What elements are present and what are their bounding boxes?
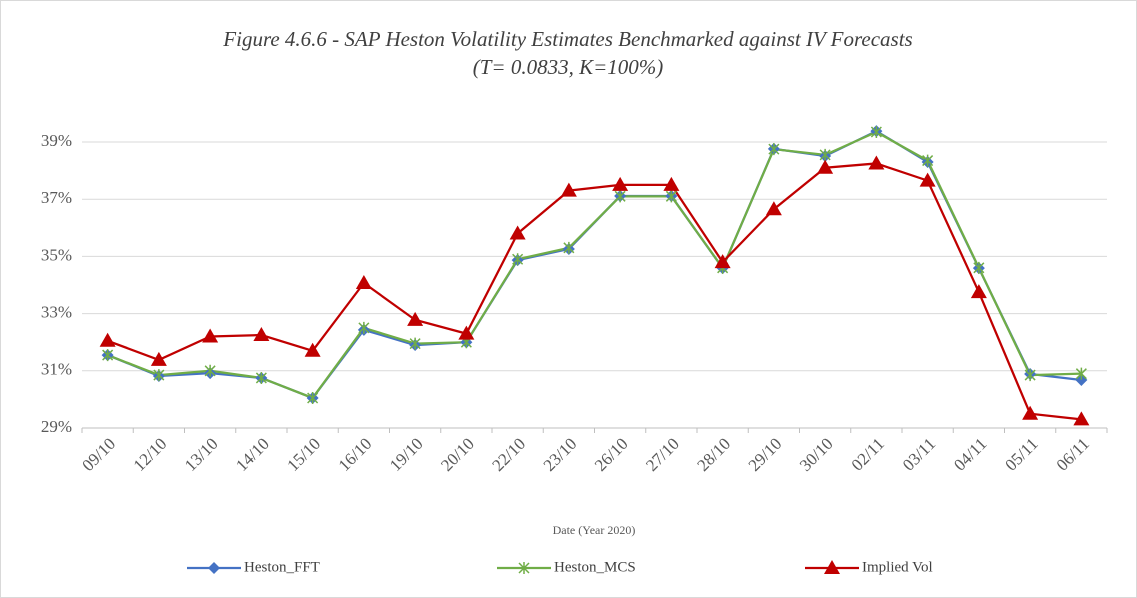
y-tick-label: 35%: [41, 245, 72, 264]
data-point: [1075, 367, 1087, 380]
legend-label: Implied Vol: [862, 559, 933, 575]
y-tick-label: 37%: [41, 188, 72, 207]
data-point: [922, 154, 934, 167]
y-tick-label: 29%: [41, 417, 72, 436]
data-point: [358, 321, 370, 334]
data-point: [919, 172, 936, 187]
chart-subtitle: (T= 0.0833, K=100%): [473, 55, 664, 79]
data-point: [870, 125, 882, 138]
legend-marker: [208, 562, 220, 574]
data-point: [102, 349, 114, 362]
data-point: [253, 327, 270, 342]
data-point: [458, 325, 475, 340]
data-point: [255, 371, 267, 384]
data-point: [1022, 405, 1039, 420]
legend-marker: [518, 562, 530, 574]
y-tick-label: 33%: [41, 303, 72, 322]
data-point: [304, 342, 321, 357]
legend-label: Heston_FFT: [244, 559, 320, 575]
data-point: [768, 143, 780, 156]
y-tick-label: 39%: [41, 131, 72, 150]
legend-marker: [824, 560, 840, 574]
data-point: [153, 369, 165, 382]
data-point: [563, 241, 575, 254]
data-point: [665, 190, 677, 203]
data-point: [150, 351, 167, 366]
series-line: [107, 130, 1082, 400]
series-line: [107, 162, 1082, 421]
data-point: [407, 311, 424, 326]
data-point: [868, 155, 885, 170]
data-point: [819, 148, 831, 161]
y-tick-label: 31%: [41, 360, 72, 379]
data-point: [714, 254, 731, 269]
data-point: [202, 328, 219, 343]
data-point: [612, 176, 629, 191]
data-point: [765, 201, 782, 216]
data-point: [973, 261, 985, 274]
data-point: [560, 182, 577, 197]
data-point: [204, 364, 216, 377]
legend-label: Heston_MCS: [554, 559, 636, 575]
data-point: [99, 332, 116, 347]
chart-title: Figure 4.6.6 - SAP Heston Volatility Est…: [222, 27, 912, 51]
data-point: [307, 391, 319, 404]
data-point: [409, 337, 421, 350]
data-point: [355, 274, 372, 289]
data-point: [817, 159, 834, 174]
data-point: [663, 176, 680, 191]
data-point: [970, 284, 987, 299]
data-point: [614, 190, 626, 203]
data-point: [512, 253, 524, 266]
x-axis-label: Date (Year 2020): [553, 523, 636, 537]
data-point: [509, 225, 526, 240]
data-point: [1073, 411, 1090, 426]
data-point: [1024, 369, 1036, 382]
